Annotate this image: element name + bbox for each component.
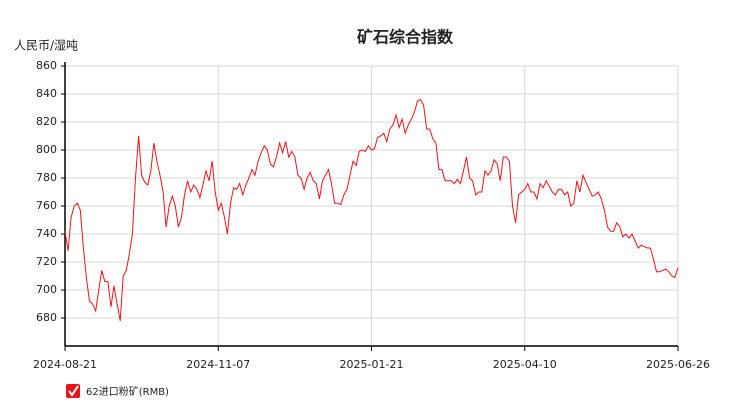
legend-check (68, 385, 79, 397)
y-tick-label: 760 (36, 199, 57, 212)
x-tick-label: 2025-01-21 (340, 358, 404, 371)
y-tick-label: 720 (36, 255, 57, 268)
x-tick-label: 2024-08-21 (33, 358, 97, 371)
line-series (64, 98, 679, 321)
y-tick-label: 740 (36, 227, 57, 240)
y-tick-label: 860 (36, 59, 57, 72)
x-tick-label: 2024-11-07 (186, 358, 250, 371)
y-tick-label: 820 (36, 115, 57, 128)
y-tick-label: 840 (36, 87, 57, 100)
y-tick-label: 700 (36, 283, 57, 296)
y-tick-label: 680 (36, 311, 57, 324)
x-tick-label: 2025-04-10 (493, 358, 557, 371)
y-axis-label: 人民币/湿吨 (14, 38, 78, 53)
x-tick-label: 2025-06-26 (646, 358, 710, 371)
y-tick-label: 780 (36, 171, 57, 184)
y-tick-label: 800 (36, 143, 57, 156)
legend-label: 62进口粉矿(RMB) (86, 385, 169, 398)
legend-item[interactable]: 62进口粉矿(RMB) (66, 384, 169, 398)
chart-title: 矿石综合指数 (357, 28, 454, 47)
